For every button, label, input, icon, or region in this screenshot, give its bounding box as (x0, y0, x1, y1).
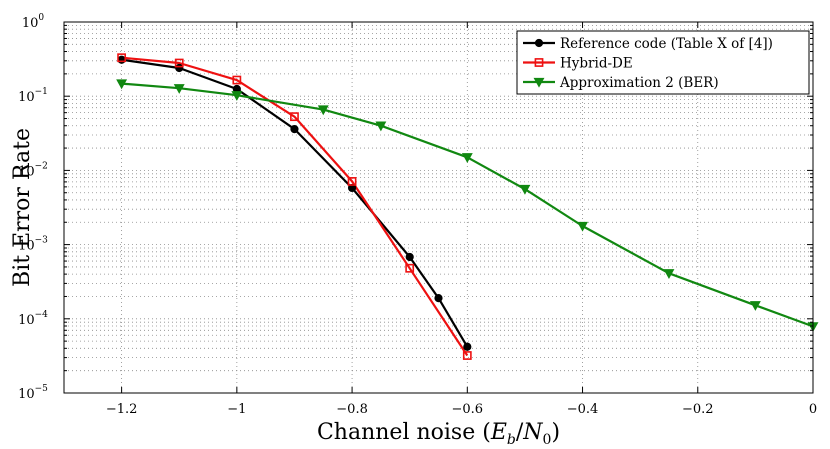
legend-label-3: Approximation 2 (BER) (559, 75, 719, 91)
data-point-series-2 (462, 351, 472, 360)
data-point-series-3 (577, 221, 588, 232)
data-point-series-1 (405, 252, 414, 262)
legend-marker-2 (534, 58, 544, 67)
data-point-series-3 (375, 121, 387, 132)
y-tick-label: 10−3 (18, 236, 48, 254)
y-tick-label: 100 (22, 13, 45, 31)
y-axis-label: Bit Error Rate (10, 128, 35, 287)
series-markers (116, 53, 819, 360)
data-point-series-3 (749, 301, 761, 311)
data-point-series-2 (347, 177, 357, 186)
data-point-series-3 (173, 84, 185, 94)
y-tick-label: 10−1 (18, 87, 48, 105)
x-tick-label: −1.2 (106, 402, 138, 417)
series-line-2 (121, 56, 469, 357)
data-point-series-3 (461, 153, 473, 163)
legend-label-1: Reference code (Table X of [4]) (560, 36, 773, 52)
data-point-series-2 (117, 53, 127, 63)
data-point-series-1 (463, 342, 472, 351)
data-point-series-2 (174, 58, 184, 68)
series-line-1 (121, 58, 469, 348)
legend-label-2: Hybrid-DE (560, 56, 633, 72)
y-tick-label: 10−5 (18, 384, 48, 402)
tick-labels: −1.2 −1 −0.8 −0.6 −0.4 −0.2 0 10−5 10−4 10−3 10−2 1… (18, 13, 817, 417)
data-point-series-2 (290, 112, 299, 122)
data-point-series-1 (434, 294, 443, 303)
x-tick-label: −1 (227, 402, 246, 417)
legend-box (516, 30, 810, 95)
data-point-series-1 (290, 125, 299, 134)
data-point-series-1 (175, 63, 184, 73)
x-axis-label: Channel noise (Eb/N0) (317, 420, 560, 448)
legend-marker-3 (533, 77, 545, 88)
plot-frame (63, 21, 814, 394)
y-tick-label: 10−4 (18, 310, 48, 328)
data-point-series-1 (117, 55, 126, 64)
x-tick-label: −0.8 (336, 402, 368, 417)
x-tick-label: −0.4 (567, 402, 599, 417)
data-point-series-3 (317, 105, 329, 116)
data-point-series-3 (519, 184, 531, 195)
data-point-series-2 (232, 75, 242, 85)
axis-ticks (64, 21, 814, 394)
data-point-series-3 (663, 269, 675, 279)
x-tick-label: 0 (809, 402, 817, 417)
legend: Reference code (Table X of [4]) Hybrid-DE… (516, 30, 810, 95)
x-tick-label: −0.6 (452, 402, 484, 417)
data-point-series-3 (116, 79, 128, 90)
x-tick-label: −0.2 (682, 402, 714, 417)
data-point-series-3 (231, 91, 243, 101)
data-point-series-2 (405, 263, 415, 273)
legend-marker-1 (534, 38, 544, 48)
y-tick-label: 10−2 (18, 161, 48, 179)
